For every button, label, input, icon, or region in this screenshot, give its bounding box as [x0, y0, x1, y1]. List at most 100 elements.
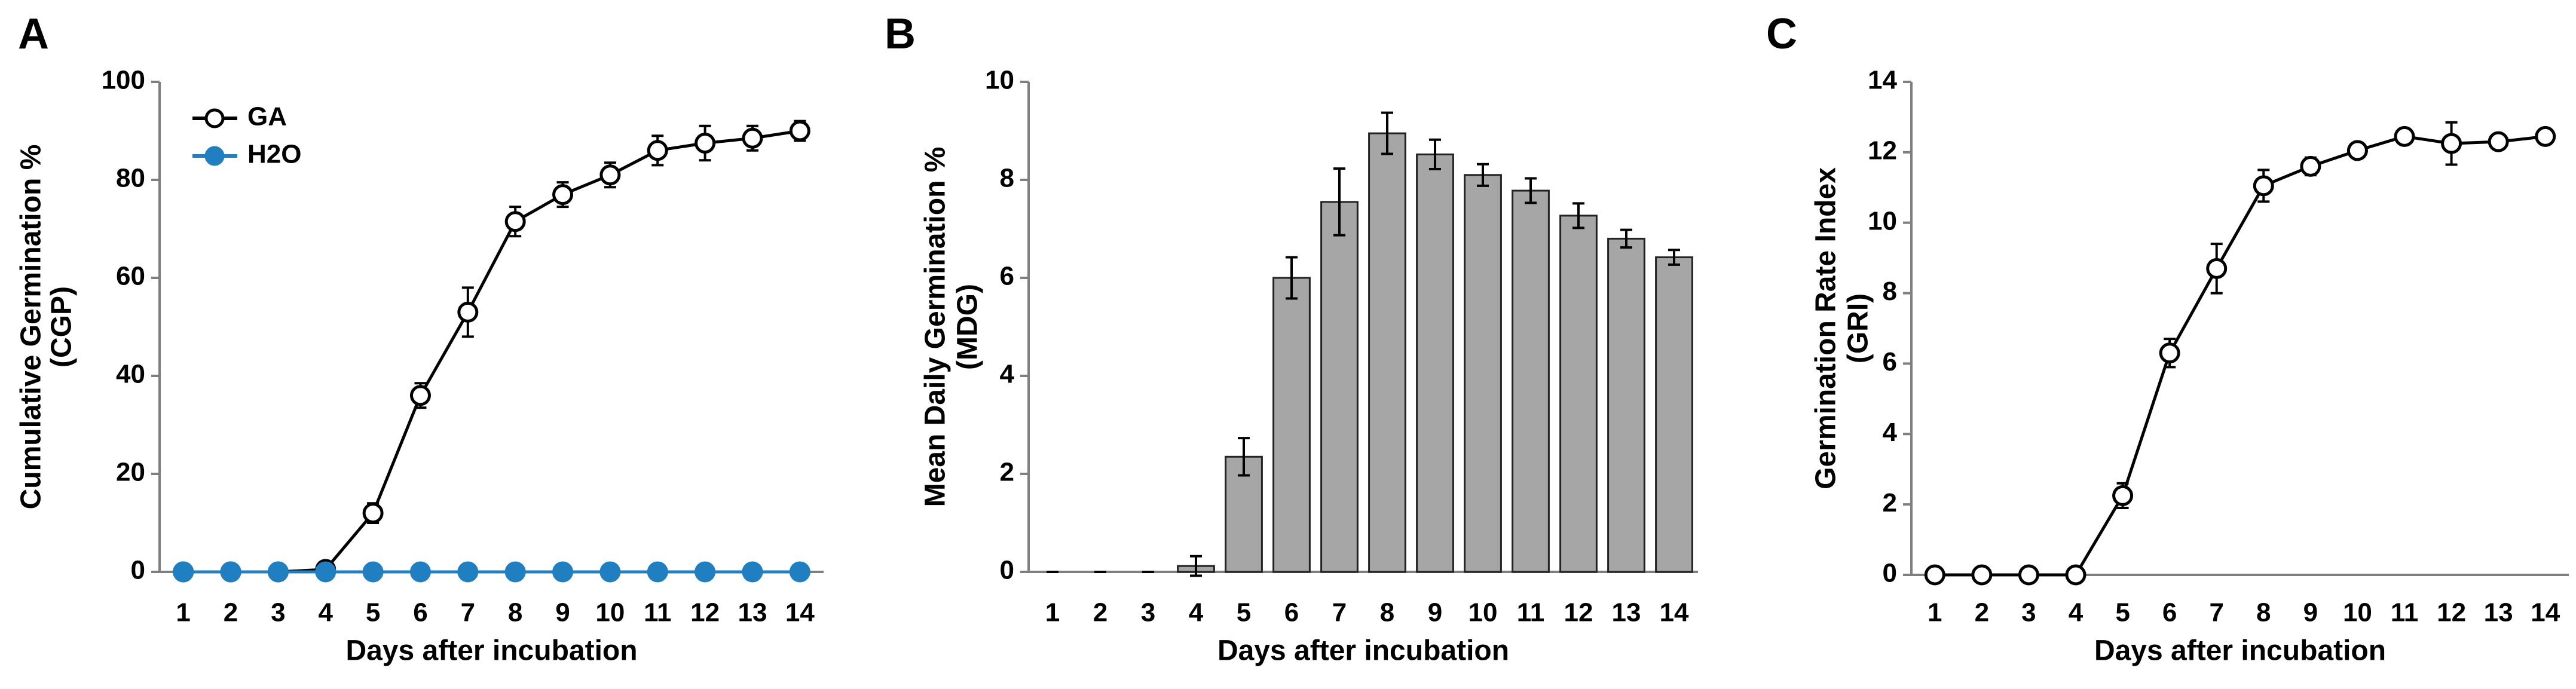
legend-marker [204, 108, 225, 128]
data-point [504, 561, 526, 583]
data-point [789, 120, 810, 142]
data-point [173, 561, 194, 583]
data-point [504, 211, 526, 232]
x-tick-label: 5 [2115, 598, 2130, 627]
y-tick-label: 100 [102, 66, 145, 95]
x-tick-label: 6 [1284, 598, 1299, 627]
x-axis-title: Days after incubation [2094, 635, 2386, 667]
data-point [2112, 485, 2134, 506]
legend-label: H2O [247, 140, 301, 169]
series-line [183, 129, 800, 574]
y-tick-label: 8 [1000, 164, 1014, 193]
y-axis-title: Cumulative Germination % [16, 145, 47, 510]
x-tick-label: 6 [2162, 598, 2177, 627]
x-tick-label: 14 [2531, 598, 2560, 627]
bar [1272, 277, 1311, 573]
data-point [2441, 133, 2462, 154]
x-tick-label: 12 [2437, 598, 2466, 627]
x-tick-label: 11 [1517, 598, 1545, 627]
y-axis-title: Germination Rate Index [1810, 167, 1842, 489]
data-point [599, 164, 621, 186]
legend-label: GA [247, 102, 287, 131]
x-tick-label: 13 [2484, 598, 2513, 627]
x-tick-label: 13 [1612, 598, 1641, 627]
x-tick-label: 2 [224, 598, 238, 627]
data-point [552, 561, 574, 583]
panel-label: A [18, 10, 49, 58]
x-tick-label: 10 [1468, 598, 1498, 627]
y-tick-label: 14 [1868, 66, 1897, 95]
x-axis-title: Days after incubation [345, 635, 637, 667]
error-bar [1381, 111, 1393, 155]
data-point [695, 561, 716, 583]
data-point [599, 561, 621, 583]
x-tick-label: 10 [2343, 598, 2372, 627]
bar [1607, 237, 1645, 573]
x-tick-label: 8 [1380, 598, 1394, 627]
data-point [220, 561, 241, 583]
x-tick-label: 4 [319, 598, 334, 627]
bar [1655, 256, 1693, 573]
data-point [2065, 564, 2087, 586]
data-point [457, 301, 479, 323]
data-point [2206, 258, 2228, 279]
y-tick-label: 40 [116, 360, 145, 389]
y-tick-label: 6 [1000, 262, 1014, 291]
x-tick-label: 11 [2391, 598, 2419, 627]
x-tick-label: 14 [785, 598, 815, 627]
x-tick-label: 7 [461, 598, 475, 627]
data-point [647, 140, 668, 161]
y-axis-title: (GRI) [1843, 293, 1874, 363]
data-point [1924, 564, 1945, 586]
x-tick-label: 6 [413, 598, 427, 627]
x-tick-label: 3 [1141, 598, 1155, 627]
bar [1320, 201, 1359, 573]
y-tick-label: 4 [1883, 418, 1898, 447]
x-tick-label: 3 [271, 598, 285, 627]
x-tick-label: 14 [1660, 598, 1689, 627]
y-tick-label: 2 [1000, 458, 1014, 487]
x-tick-label: 13 [738, 598, 767, 627]
x-tick-label: 9 [1428, 598, 1442, 627]
y-tick-label: 0 [131, 556, 145, 585]
error-bar [1238, 437, 1250, 477]
error-bar [1572, 202, 1584, 229]
y-tick-label: 0 [1000, 556, 1014, 585]
y-tick-label: 10 [1868, 206, 1897, 235]
bar [1464, 174, 1502, 573]
panel-label: C [1766, 10, 1797, 58]
bar [1512, 189, 1550, 573]
x-tick-label: 9 [555, 598, 570, 627]
x-tick-label: 10 [595, 598, 625, 627]
x-tick-label: 3 [2021, 598, 2036, 627]
x-tick-label: 4 [2069, 598, 2084, 627]
series-line [1935, 134, 2546, 577]
x-tick-label: 7 [2209, 598, 2223, 627]
data-point [457, 561, 479, 583]
data-point [2346, 140, 2368, 161]
data-point [1971, 564, 1993, 586]
data-point [409, 561, 431, 583]
data-point [362, 561, 384, 583]
x-tick-label: 11 [644, 598, 672, 627]
error-bar [1668, 249, 1680, 266]
y-tick-label: 0 [1883, 559, 1897, 588]
x-tick-label: 1 [1045, 598, 1060, 627]
x-tick-label: 4 [1189, 598, 1204, 627]
data-point [2018, 564, 2039, 586]
data-point [2394, 125, 2415, 147]
data-point [2253, 175, 2274, 197]
data-point [742, 127, 763, 149]
x-tick-label: 2 [1975, 598, 1989, 627]
data-point [647, 561, 668, 583]
error-bar [1477, 163, 1489, 187]
data-point [2300, 155, 2321, 177]
error-bar [1525, 177, 1537, 204]
x-tick-label: 5 [366, 598, 380, 627]
x-tick-label: 7 [1332, 598, 1347, 627]
x-tick-label: 1 [176, 598, 190, 627]
y-tick-label: 4 [1000, 360, 1015, 389]
data-point [2535, 125, 2556, 147]
x-tick-label: 12 [1564, 598, 1593, 627]
y-tick-label: 8 [1883, 277, 1897, 306]
